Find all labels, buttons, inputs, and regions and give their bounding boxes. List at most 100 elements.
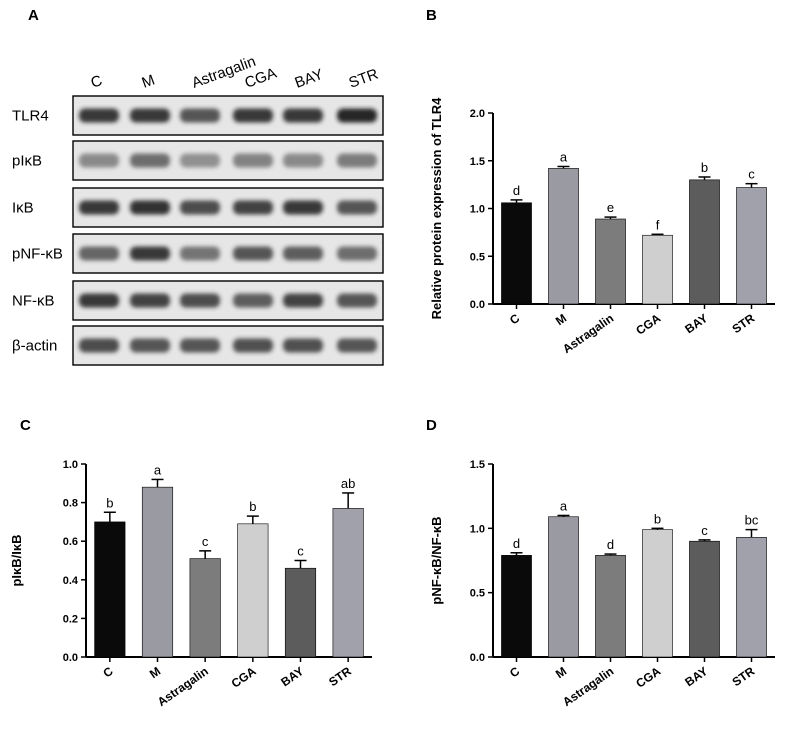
significance-label-astragalin: e (607, 200, 614, 215)
significance-label-bay: b (701, 160, 708, 175)
blot-band (233, 338, 273, 353)
blot-row-box (72, 325, 384, 366)
blot-band (130, 108, 170, 123)
blot-band (233, 108, 273, 123)
blot-band (180, 108, 220, 123)
category-label-str: STR (730, 664, 758, 689)
blot-band (79, 200, 119, 215)
category-label-astragalin: Astragalin (560, 311, 616, 356)
y-tick-label: 0.8 (63, 498, 78, 510)
bar-str (736, 187, 767, 305)
significance-label-str: bc (745, 513, 759, 528)
bar-bay (689, 540, 720, 658)
significance-label-cga: f (656, 217, 660, 232)
category-label-astragalin: Astragalin (155, 664, 211, 709)
blot-band (180, 338, 220, 353)
blot-band (283, 293, 323, 308)
blot-band (180, 153, 220, 168)
bar-cga (642, 529, 673, 658)
bar-astragalin (595, 555, 626, 658)
blot-lane-label-c: C (89, 72, 105, 92)
blot-band (79, 246, 119, 261)
blot-band (283, 108, 323, 123)
blot-lane-label-bay: BAY (293, 66, 326, 92)
y-axis-title: pIκB/IκB (9, 534, 24, 586)
blot-row-box (72, 187, 384, 228)
significance-label-bay: c (701, 523, 708, 538)
blot-band (130, 293, 170, 308)
category-label-m: M (553, 311, 569, 328)
significance-label-astragalin: d (607, 537, 614, 552)
blot-row-box (72, 233, 384, 274)
bar-m (548, 516, 579, 658)
blot-row-label-actin: β-actin (12, 338, 57, 355)
chart-tlr4: 0.0 0.5 1.0 1.5 2.0 Relative protein expressi… (429, 97, 775, 356)
significance-label-bay: c (297, 544, 304, 559)
blot-band (283, 200, 323, 215)
y-axis-title: pNF-κB/NF-κB (429, 516, 444, 604)
category-label-c: C (507, 664, 522, 681)
blot-band (337, 293, 377, 308)
category-label-cga: CGA (633, 311, 663, 338)
panel-letter-a: A (28, 7, 39, 24)
significance-label-cga: b (654, 511, 661, 526)
chart-pnfkb-nfkb: 0.0 0.5 1.0 1.5 pNF-κB/NF-κB d Ca Md Astragalin b… (429, 459, 775, 709)
y-tick-label: 0.5 (470, 251, 485, 263)
blot-band (180, 293, 220, 308)
y-tick-label: 0.5 (470, 588, 485, 600)
blot-lane-label-str: STR (347, 65, 381, 91)
blot-band (337, 108, 377, 123)
y-tick-label: 0.6 (63, 536, 78, 548)
bar-m (548, 168, 579, 305)
blot-band (130, 153, 170, 168)
blot-band (130, 246, 170, 261)
y-tick-label: 1.0 (470, 523, 485, 535)
significance-label-str: ab (341, 476, 355, 491)
blot-band (283, 338, 323, 353)
blot-band (283, 246, 323, 261)
y-tick-label: 0.0 (470, 299, 485, 311)
category-label-cga: CGA (633, 664, 663, 691)
bar-astragalin (189, 558, 221, 658)
blot-row-label-pi-b: pIκB (12, 153, 42, 170)
y-tick-label: 1.5 (470, 156, 485, 168)
chart-pikb-ikb: 0.0 0.2 0.4 0.6 0.8 1.0 pIκB/IκB b Ca Mc Astragali… (9, 459, 372, 709)
y-tick-label: 1.0 (63, 459, 78, 471)
y-tick-label: 2.0 (470, 108, 485, 120)
blot-band (233, 293, 273, 308)
significance-label-str: c (748, 167, 755, 182)
blot-row-box (72, 95, 384, 136)
bar-astragalin (595, 218, 626, 305)
blot-band (130, 200, 170, 215)
bar-c (501, 202, 532, 305)
panel-letter-d: D (426, 417, 437, 434)
category-label-m: M (147, 664, 163, 681)
category-label-m: M (553, 664, 569, 681)
category-label-bay: BAY (682, 664, 710, 689)
significance-label-astragalin: c (202, 534, 209, 549)
y-tick-label: 1.0 (470, 204, 485, 216)
blot-band (233, 200, 273, 215)
blot-band (337, 153, 377, 168)
category-label-cga: CGA (229, 664, 259, 691)
blot-band (130, 338, 170, 353)
bar-cga (237, 523, 269, 658)
blot-band (79, 153, 119, 168)
category-label-str: STR (730, 311, 758, 336)
significance-label-m: a (560, 149, 568, 164)
y-tick-label: 0.2 (63, 613, 78, 625)
category-label-bay: BAY (278, 664, 306, 689)
y-axis-title: Relative protein expression of TLR4 (429, 97, 444, 320)
blot-band (79, 108, 119, 123)
blot-row-label-tlr4: TLR4 (12, 108, 49, 125)
significance-label-cga: b (249, 499, 256, 514)
category-label-astragalin: Astragalin (560, 664, 616, 709)
significance-label-m: a (560, 498, 568, 513)
significance-label-c: b (106, 495, 113, 510)
blot-band (180, 246, 220, 261)
blot-band (233, 246, 273, 261)
blot-row-box (72, 140, 384, 181)
blot-band (233, 153, 273, 168)
